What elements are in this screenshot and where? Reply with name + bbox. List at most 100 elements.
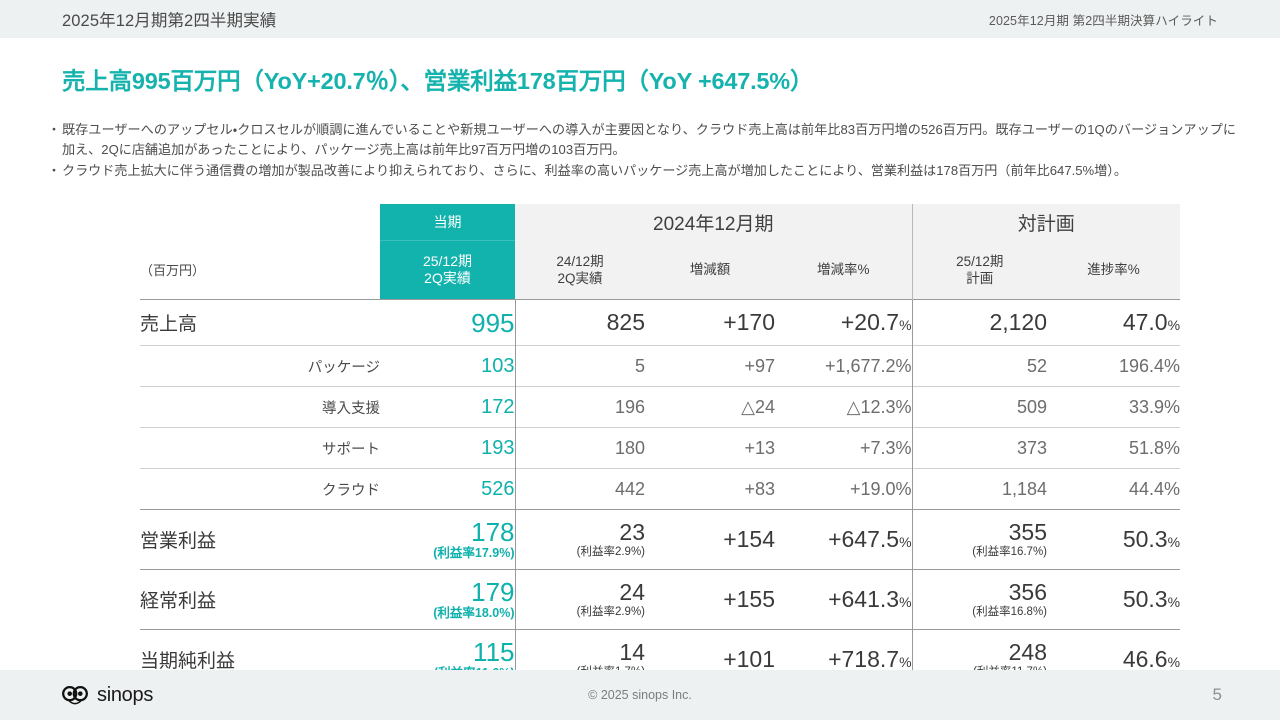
header-spacer-cell bbox=[140, 204, 380, 241]
page-number: 5 bbox=[1212, 685, 1222, 704]
cell-current: 103 bbox=[380, 345, 515, 387]
row-label: パッケージ bbox=[140, 345, 380, 387]
cell-current-value: 178 bbox=[471, 517, 515, 547]
cell-plan-margin: (利益率16.7%) bbox=[972, 546, 1048, 558]
cell-progress: 196.4% bbox=[1047, 345, 1181, 387]
table-row: 営業利益 178 (利益率17.9%) 23 (利益率2.9%) +154 +6… bbox=[140, 509, 1181, 570]
cell-previous: 442 bbox=[514, 468, 645, 510]
cell-previous-margin: (利益率2.9%) bbox=[576, 546, 645, 558]
cell-diff-pct: +641.3% bbox=[775, 569, 913, 630]
cell-diff: +13 bbox=[645, 427, 775, 469]
cell-progress: 50.3% bbox=[1047, 509, 1181, 570]
brand-logo: sinops bbox=[60, 684, 153, 707]
sub-header-current-line1: 25/12期 bbox=[422, 253, 473, 269]
cell-progress: 50.3% bbox=[1047, 569, 1181, 630]
cell-previous: 5 bbox=[514, 345, 645, 387]
cell-previous: 23 (利益率2.9%) bbox=[514, 509, 645, 570]
list-item: ・ 既存ユーザーへのアップセル・クロスセルが順調に進んでいることや新規ユーザーへ… bbox=[46, 120, 1236, 160]
cell-diff-pct-value: +20.7 bbox=[840, 309, 900, 335]
cell-previous: 180 bbox=[514, 427, 645, 469]
cell-previous: 24 (利益率2.9%) bbox=[514, 569, 645, 630]
cell-current-margin: (利益率18.0%) bbox=[433, 606, 515, 620]
bullet-text: 既存ユーザーへのアップセル・クロスセルが順調に進んでいることや新規ユーザーへの導… bbox=[62, 122, 1236, 157]
group-header-current: 当期 bbox=[380, 204, 515, 241]
sub-header-plan-line1: 25/12期 bbox=[956, 253, 1004, 269]
cell-previous-value: 14 bbox=[619, 639, 645, 665]
cell-progress: 33.9% bbox=[1047, 386, 1181, 428]
page-title: 売上高995百万円（YoY+20.7％）、営業利益178百万円（YoY +647… bbox=[62, 68, 814, 94]
bullet-marker-icon: ・ bbox=[47, 163, 61, 178]
percent-sign: % bbox=[1167, 594, 1181, 610]
cell-current: 172 bbox=[380, 386, 515, 428]
cell-diff: +83 bbox=[645, 468, 775, 510]
list-item: ・ クラウド売上拡大に伴う通信費の増加が製品改善により抑えられており、さらに、利… bbox=[46, 161, 1236, 181]
row-label: 導入支援 bbox=[140, 386, 380, 428]
cell-current-value: 995 bbox=[471, 307, 515, 338]
table-row: 導入支援 172 196 △24 △12.3% 509 33.9% bbox=[140, 386, 1181, 428]
cell-diff-pct: △12.3% bbox=[775, 386, 913, 428]
cell-previous-margin: (利益率2.9%) bbox=[576, 606, 645, 618]
percent-sign: % bbox=[899, 654, 912, 670]
row-label: 経常利益 bbox=[140, 569, 380, 630]
percent-sign: % bbox=[899, 317, 912, 333]
bullet-text: クラウド売上拡大に伴う通信費の増加が製品改善により抑えられており、さらに、利益率… bbox=[62, 163, 1127, 178]
header-left-title: 2025年12月期第2四半期実績 bbox=[62, 12, 277, 30]
cell-current-margin: (利益率17.9%) bbox=[433, 546, 515, 560]
sub-header-prev-line2: 2Q実績 bbox=[557, 270, 603, 286]
sub-header-diff: 増減額 bbox=[645, 240, 775, 300]
cell-current: 193 bbox=[380, 427, 515, 469]
cell-current-value: 172 bbox=[481, 396, 515, 418]
cell-current: 526 bbox=[380, 468, 515, 510]
table-sub-header-row: （百万円） 25/12期 2Q実績 24/12期 2Q実績 増減額 増減率% 2… bbox=[140, 240, 1181, 300]
table-row: 売上高 995 825 +170 +20.7% 2,120 47.0% bbox=[140, 299, 1181, 346]
sub-header-current: 25/12期 2Q実績 bbox=[380, 240, 515, 300]
bullet-marker-icon: ・ bbox=[47, 122, 61, 137]
cell-diff-pct: +647.5% bbox=[775, 509, 913, 570]
percent-sign: % bbox=[1167, 534, 1181, 550]
group-header-plan: 対計画 bbox=[911, 204, 1181, 241]
unit-label: （百万円） bbox=[140, 240, 380, 300]
sub-header-plan: 25/12期 計画 bbox=[911, 240, 1048, 300]
percent-sign: % bbox=[899, 534, 912, 550]
cell-plan: 356 (利益率16.8%) bbox=[911, 569, 1048, 630]
cell-progress: 47.0% bbox=[1047, 299, 1181, 346]
cell-current-value: 115 bbox=[473, 637, 515, 667]
cell-diff-pct-value: +718.7 bbox=[828, 646, 900, 672]
cell-diff: +155 bbox=[645, 569, 775, 630]
header-right-title: 2025年12月期 第2四半期決算ハイライト bbox=[988, 13, 1218, 28]
cell-diff: +97 bbox=[645, 345, 775, 387]
sub-header-progress: 進捗率% bbox=[1047, 240, 1181, 300]
financial-results-table: 当期 2024年12月期 対計画 （百万円） 25/12期 2Q実績 24/12… bbox=[140, 204, 1181, 690]
percent-sign: % bbox=[1167, 654, 1181, 670]
cell-plan-value: 248 bbox=[1008, 639, 1048, 665]
row-label: クラウド bbox=[140, 468, 380, 510]
cell-plan: 373 bbox=[911, 427, 1048, 469]
cell-current-value: 103 bbox=[481, 355, 515, 377]
cell-diff: △24 bbox=[645, 386, 775, 428]
percent-sign: % bbox=[899, 594, 912, 610]
cell-diff-pct: +20.7% bbox=[775, 299, 913, 346]
cell-previous: 825 bbox=[514, 299, 645, 346]
cell-current: 995 bbox=[380, 299, 515, 346]
cell-plan-value: 356 bbox=[1008, 579, 1048, 605]
sub-header-plan-line2: 計画 bbox=[966, 270, 994, 286]
row-label: サポート bbox=[140, 427, 380, 469]
cell-progress-value: 50.3 bbox=[1122, 526, 1168, 552]
table-group-header-row: 当期 2024年12月期 対計画 bbox=[140, 204, 1181, 241]
cell-diff-pct: +1,677.2% bbox=[775, 345, 913, 387]
cell-plan: 1,184 bbox=[911, 468, 1048, 510]
slide-footer: sinops © 2025 sinops Inc. 5 bbox=[0, 670, 1280, 720]
cell-progress: 51.8% bbox=[1047, 427, 1181, 469]
slide-header-bar: 2025年12月期第2四半期実績 2025年12月期 第2四半期決算ハイライト bbox=[0, 0, 1280, 38]
cell-previous-value: 24 bbox=[619, 579, 645, 605]
sub-header-diff-pct: 増減率% bbox=[775, 240, 913, 300]
cell-plan: 52 bbox=[911, 345, 1048, 387]
row-label: 売上高 bbox=[140, 299, 380, 346]
cell-progress-value: 47.0 bbox=[1122, 309, 1168, 335]
cell-diff-pct-value: +641.3 bbox=[828, 586, 900, 612]
row-label: 営業利益 bbox=[140, 509, 380, 570]
cell-current-value: 179 bbox=[471, 577, 515, 607]
group-header-previous: 2024年12月期 bbox=[515, 204, 913, 241]
cell-progress: 44.4% bbox=[1047, 468, 1181, 510]
cell-plan-value: 355 bbox=[1008, 519, 1048, 545]
